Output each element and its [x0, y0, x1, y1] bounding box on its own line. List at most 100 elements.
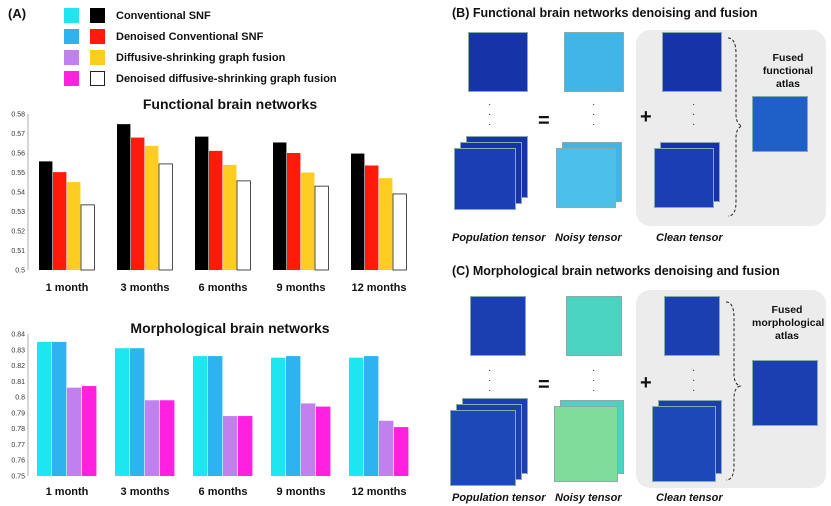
bar — [364, 356, 379, 476]
functional-noisy-stack — [556, 148, 616, 208]
morphological-noisy-stack — [554, 406, 618, 482]
legend-swatch — [64, 71, 79, 86]
bar — [208, 356, 223, 476]
legend-swatch — [64, 8, 79, 23]
x-category-label: 1 month — [45, 486, 89, 498]
functional-chart-title: Functional brain networks — [142, 96, 318, 112]
legend-swatch — [90, 71, 105, 86]
y-tick-label: 0.53 — [11, 209, 25, 216]
ellipsis-dots: · · · — [692, 365, 696, 396]
functional-noisy-matrix — [564, 32, 624, 92]
legend-label: Conventional SNF — [116, 10, 211, 22]
bar — [316, 406, 331, 476]
morphological-chart-title: Morphological brain networks — [130, 320, 330, 336]
bar — [67, 182, 81, 270]
functional-clean-matrix — [662, 32, 722, 92]
fusion-bracket — [727, 37, 744, 217]
y-tick-label: 0.79 — [11, 410, 25, 417]
bar — [193, 356, 208, 476]
caption-noisy-tensor: Noisy tensor — [555, 492, 622, 504]
bar — [195, 136, 209, 270]
y-tick-label: 0.58 — [11, 112, 25, 119]
bar — [392, 193, 407, 271]
x-category-label: 6 months — [198, 486, 248, 498]
bar — [82, 386, 97, 476]
bar — [301, 172, 315, 270]
y-tick-label: 0.78 — [11, 426, 25, 433]
y-tick-label: 0.5 — [15, 268, 25, 275]
fused-functional-atlas-matrix — [752, 96, 808, 152]
fused-functional-atlas-label: Fused functional atlas — [762, 52, 814, 90]
bar — [287, 153, 301, 270]
bar — [67, 387, 82, 476]
ellipsis-dots: · · · — [488, 99, 492, 130]
bar — [286, 356, 301, 476]
bar — [223, 164, 237, 270]
x-category-label: 3 months — [120, 282, 170, 294]
caption-clean-tensor: Clean tensor — [656, 232, 723, 244]
morphological-population-matrix — [470, 296, 526, 356]
y-tick-label: 0.8 — [15, 395, 25, 402]
ellipsis-dots: · · · — [592, 99, 596, 130]
equals-sign: = — [538, 374, 550, 396]
y-tick-label: 0.84 — [11, 332, 25, 339]
x-category-label: 9 months — [276, 282, 326, 294]
x-category-label: 9 months — [276, 486, 326, 498]
bar — [158, 163, 173, 271]
functional-clean-stack — [654, 148, 714, 208]
bar — [314, 185, 329, 271]
y-tick-label: 0.83 — [11, 347, 25, 354]
fused-morphological-atlas-matrix — [752, 360, 818, 426]
panel-a-label: (A) — [8, 6, 27, 21]
legend-swatch — [90, 8, 105, 23]
caption-noisy-tensor: Noisy tensor — [555, 232, 622, 244]
y-tick-label: 0.76 — [11, 458, 25, 465]
caption-population-tensor: Population tensor — [452, 232, 546, 244]
bar — [131, 137, 145, 270]
plus-sign: + — [640, 106, 652, 128]
legend-swatch — [90, 50, 105, 65]
y-tick-label: 0.75 — [11, 474, 25, 481]
y-tick-label: 0.81 — [11, 379, 25, 386]
bar — [271, 357, 286, 476]
caption-population-tensor: Population tensor — [452, 492, 546, 504]
bar — [273, 142, 287, 270]
bar — [301, 403, 316, 476]
bar — [37, 341, 52, 476]
bar — [117, 124, 131, 270]
bar — [379, 420, 394, 476]
panel-b-title: (B) Functional brain networks denoising … — [452, 6, 758, 20]
ellipsis-dots: · · · — [692, 99, 696, 130]
y-tick-label: 0.55 — [11, 170, 25, 177]
bar — [351, 153, 365, 270]
y-tick-label: 0.51 — [11, 248, 25, 255]
bar — [223, 416, 238, 476]
bar — [130, 348, 145, 476]
legend-label: Diffusive-shrinking graph fusion — [116, 52, 286, 64]
ellipsis-dots: · · · — [592, 365, 596, 396]
bar — [145, 400, 160, 476]
legend-label: Denoised diffusive-shrinking graph fusio… — [116, 73, 337, 85]
panel-c-title: (C) Morphological brain networks denoisi… — [452, 264, 780, 278]
morphological-population-stack — [450, 410, 516, 486]
bar — [379, 178, 393, 270]
equals-sign: = — [538, 110, 550, 132]
bar — [53, 172, 67, 270]
y-tick-label: 0.82 — [11, 363, 25, 370]
morphological-clean-stack — [652, 406, 716, 482]
bar — [52, 341, 67, 476]
fusion-bracket — [725, 301, 742, 481]
y-tick-label: 0.57 — [11, 131, 25, 138]
bar — [238, 416, 253, 476]
bar — [236, 180, 251, 271]
y-tick-label: 0.77 — [11, 442, 25, 449]
y-tick-label: 0.56 — [11, 151, 25, 158]
legend-label: Denoised Conventional SNF — [116, 31, 264, 43]
bar — [349, 357, 364, 476]
x-category-label: 12 months — [351, 282, 407, 294]
legend-swatch — [64, 29, 79, 44]
functional-population-stack — [454, 148, 516, 210]
bar — [39, 161, 53, 270]
bar — [160, 400, 175, 476]
bar — [365, 165, 379, 270]
